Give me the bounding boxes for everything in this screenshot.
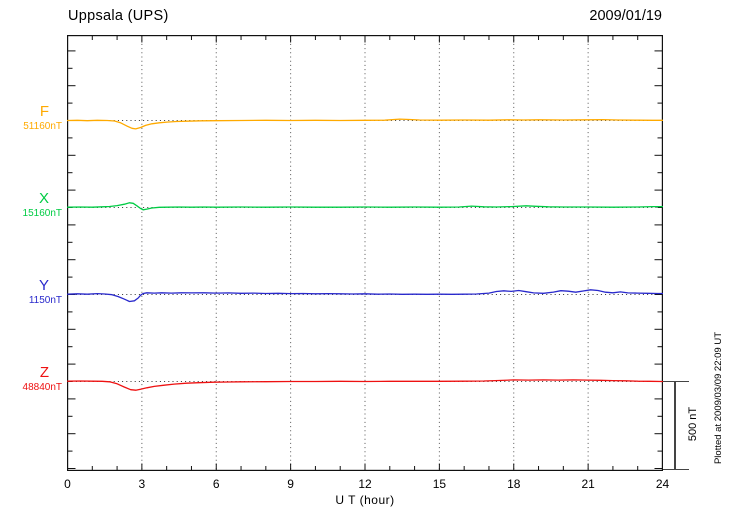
x-tick-label: 0 [64,477,71,491]
channel-label-x: X 15160nT [0,190,62,220]
plot-frame [67,35,663,471]
trace-x [67,202,663,211]
channel-letter-z: Z [39,364,49,381]
x-tick-label: 21 [581,477,595,491]
station-title: Uppsala (UPS) [68,8,169,24]
x-tick-label: 18 [507,477,521,491]
observation-date: 2009/01/19 [589,8,662,24]
plotted-at-note: Plotted at 2009/03/09 22:09 UT [713,331,724,465]
channel-label-z: Z 48840nT [0,364,62,394]
trace-y [67,289,663,303]
channel-letter-f: F [39,103,49,120]
plot-canvas [67,35,663,471]
x-tick-label: 12 [358,477,372,491]
x-tick-label: 3 [138,477,146,491]
x-tick-label: 6 [212,477,220,491]
channel-label-f: F 51160nT [0,103,62,133]
channel-baseline-x: 15160nT [22,208,62,219]
trace-f [67,118,663,130]
x-axis-title: U T (hour) [335,493,395,507]
channel-letter-x: X [38,190,49,207]
x-tick-label: 24 [655,477,670,491]
scale-bar [663,381,689,470]
x-tick-label: 15 [432,477,447,491]
channel-label-y: Y 1150nT [0,277,62,307]
channel-baseline-y: 1150nT [28,295,62,306]
magnetogram-plot [67,35,663,471]
channel-baseline-f: 51160nT [23,121,62,132]
channel-baseline-z: 48840nT [22,382,62,393]
channel-letter-y: Y [38,277,49,294]
trace-z [67,379,663,391]
scale-bar-stem [674,382,676,469]
scale-bar-label: 500 nT [687,406,699,442]
x-tick-label: 9 [287,477,294,491]
